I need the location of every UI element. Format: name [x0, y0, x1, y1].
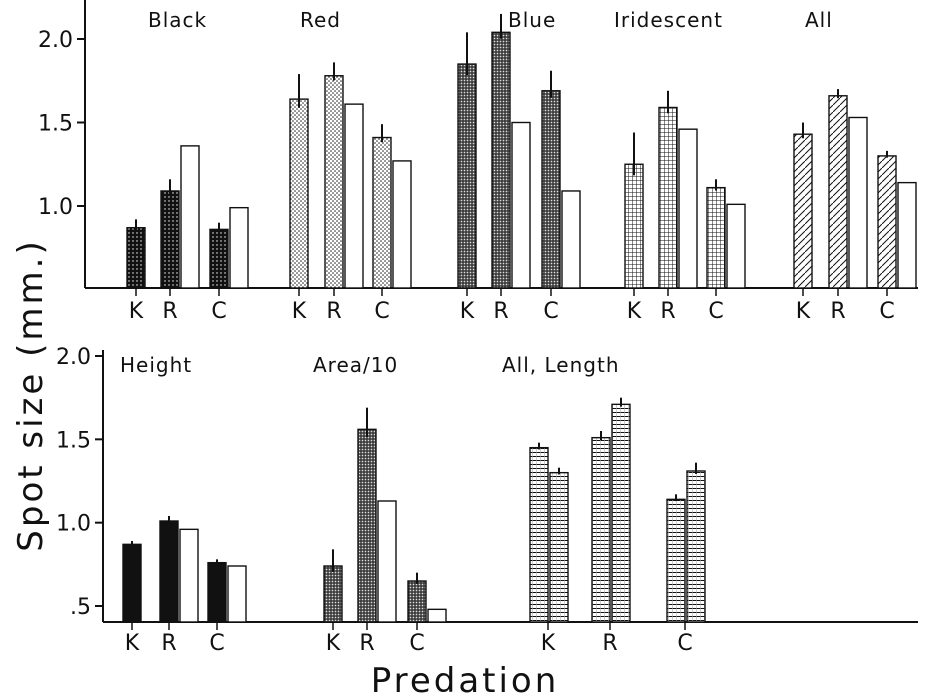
category-label: R [326, 299, 341, 324]
bar-open [511, 121, 531, 289]
group-label: Black [148, 8, 207, 32]
bar-open [678, 128, 698, 289]
bar-filled [658, 106, 678, 289]
y-tick-label: .5 [70, 595, 91, 620]
y-tick-label: 1.0 [38, 195, 73, 220]
bar-open [392, 160, 412, 289]
category-label: R [660, 299, 675, 324]
category-label: R [359, 631, 374, 656]
bar-filled [529, 446, 549, 623]
category-label: K [541, 631, 556, 656]
y-tick-label: 2.0 [56, 345, 91, 370]
bar-filled [126, 227, 146, 289]
group-label: All, Length [502, 353, 620, 377]
category-label: R [493, 299, 508, 324]
bar-filled [666, 498, 686, 623]
category-label: K [460, 299, 475, 324]
bar-filled [122, 543, 142, 623]
category-label: R [830, 299, 845, 324]
bar-filled [828, 95, 848, 289]
bar-filled [357, 428, 377, 623]
category-label: C [209, 631, 224, 656]
y-tick-label: 2.0 [38, 28, 73, 53]
bar-filled [159, 520, 179, 623]
bar-paired [549, 471, 569, 623]
category-label: K [125, 631, 140, 656]
bar-filled [541, 90, 561, 289]
bar-open [726, 203, 746, 289]
x-axis-title: Predation [371, 661, 560, 699]
category-label: K [796, 299, 811, 324]
group-label: All [805, 8, 833, 32]
category-label: R [602, 631, 617, 656]
group-label: Area/10 [313, 353, 398, 377]
category-label: K [129, 299, 144, 324]
group-label: Iridescent [614, 8, 723, 32]
bar-filled [160, 190, 180, 289]
bar-filled [706, 186, 726, 289]
bar-filled [491, 31, 511, 289]
bar-filled [591, 436, 611, 623]
bar-open [179, 528, 199, 623]
bar-filled [624, 163, 644, 289]
bar-open [180, 145, 200, 289]
category-label: C [211, 299, 226, 324]
y-tick-label: 1.5 [56, 428, 91, 453]
category-label: C [409, 631, 424, 656]
category-label: K [627, 299, 642, 324]
category-label: R [161, 631, 176, 656]
bar-filled [323, 565, 343, 623]
group-label: Blue [508, 8, 556, 32]
bar-open [229, 206, 249, 289]
bar-filled [793, 133, 813, 289]
group-label: Height [120, 353, 192, 377]
category-label: C [677, 631, 692, 656]
category-label: R [162, 299, 177, 324]
bar-open [377, 500, 397, 623]
category-label: C [708, 299, 723, 324]
bar-filled [324, 75, 344, 289]
bar-filled [207, 561, 227, 623]
bar-open [848, 116, 868, 289]
bar-open [427, 608, 447, 623]
bar-paired [686, 470, 706, 623]
group-label: Red [300, 8, 341, 32]
category-label: K [326, 631, 341, 656]
y-tick-label: 1.0 [56, 512, 91, 537]
category-label: C [543, 299, 558, 324]
bar-open [227, 565, 247, 623]
bar-open [344, 103, 364, 289]
bar-paired [611, 403, 631, 623]
bar-filled [877, 155, 897, 289]
bar-filled [407, 580, 427, 623]
y-axis-title: Spot size (mm.) [11, 238, 51, 551]
category-label: K [292, 299, 307, 324]
bar-filled [457, 63, 477, 289]
bar-filled [289, 98, 309, 289]
bar-open [561, 190, 581, 289]
bar-filled [209, 228, 229, 289]
bar-open [897, 181, 917, 289]
bar-filled [372, 136, 392, 289]
category-label: C [374, 299, 389, 324]
y-tick-label: 1.5 [38, 112, 73, 137]
category-label: C [879, 299, 894, 324]
